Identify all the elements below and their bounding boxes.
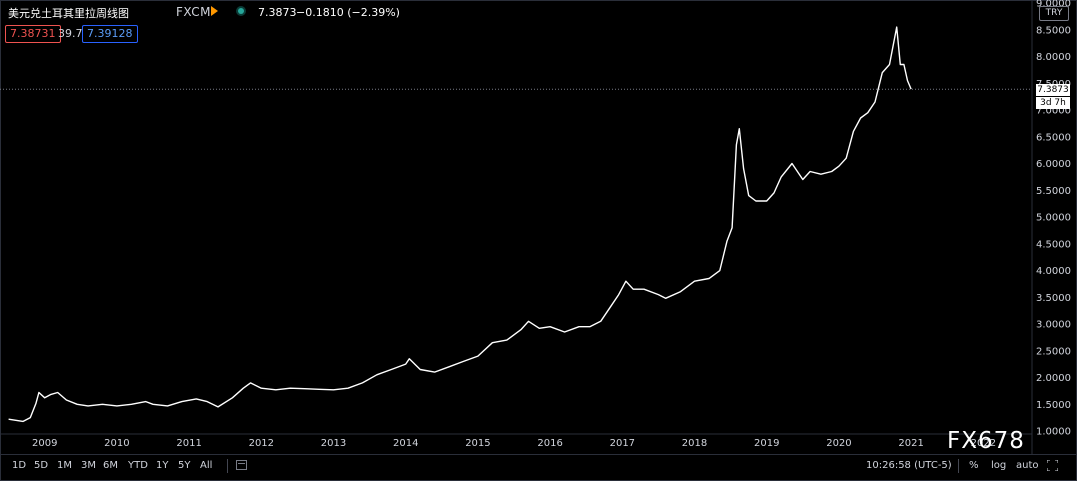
x-tick-label: 2022 [971,438,996,449]
x-tick-label: 2010 [104,438,129,449]
price-axis[interactable]: 1.0000 1.5000 2.0000 2.5000 3.0000 3.5000 4.00… [1036,0,1071,438]
flag-icon[interactable] [211,6,218,16]
currency-badge[interactable]: TRY [1039,6,1069,21]
timeframe-3m[interactable]: 3M [81,460,96,471]
last-price-label: 7.3873 [1036,84,1070,96]
y-tick-label: 9.0000 [1036,0,1071,10]
y-tick-label: 6.0000 [1036,159,1071,170]
header-price: 7.3873 [258,6,297,19]
series-line-usdtry [8,26,912,423]
sell-button[interactable]: 7.38731 [5,25,61,43]
y-tick-label: 8.5000 [1036,25,1071,36]
x-tick-label: 2021 [898,438,923,449]
header-change: −0.1810 (−2.39%) [296,6,400,19]
x-tick-label: 2020 [826,438,851,449]
x-tick-label: 2017 [610,438,635,449]
x-tick-label: 2014 [393,438,418,449]
y-tick-label: 5.5000 [1036,186,1071,197]
x-tick-label: 2015 [465,438,490,449]
clock-time[interactable]: 10:26:58 (UTC-5) [866,460,952,471]
y-tick-label: 7.0000 [1036,106,1071,117]
y-tick-label: 3.5000 [1036,293,1071,304]
y-tick-label: 3.0000 [1036,320,1071,331]
fullscreen-icon[interactable] [1047,460,1058,471]
x-tick-label: 2011 [176,438,201,449]
y-tick-label: 2.5000 [1036,346,1071,357]
x-tick-label: 2018 [682,438,707,449]
bottom-toolbar [0,454,1077,481]
timeframe-6m[interactable]: 6M [103,460,118,471]
live-dot-icon [238,8,244,14]
x-tick-label: 2013 [321,438,346,449]
watermark-logo: FX678 [947,428,1025,454]
y-tick-label: 4.0000 [1036,266,1071,277]
bar-countdown-label: 3d 7h [1036,97,1070,109]
toolbar-divider [227,459,228,473]
y-tick-label: 4.5000 [1036,239,1071,250]
timeframe-1d[interactable]: 1D [12,460,27,471]
y-tick-label: 5.0000 [1036,213,1071,224]
buy-button[interactable]: 7.39128 [82,25,138,43]
y-tick-label: 2.0000 [1036,373,1071,384]
timeframe-5d[interactable]: 5D [34,460,49,471]
timeframe-1m[interactable]: 1M [57,460,72,471]
calendar-icon[interactable] [236,460,247,470]
y-tick-label: 8.0000 [1036,52,1071,63]
x-tick-label: 2012 [249,438,274,449]
timeframe-5y[interactable]: 5Y [178,460,191,471]
timeframe-all[interactable]: All [200,460,213,471]
y-tick-label: 6.5000 [1036,132,1071,143]
timeframe-1y[interactable]: 1Y [156,460,169,471]
x-tick-label: 2019 [754,438,779,449]
log-scale-toggle[interactable]: log [991,460,1007,471]
y-tick-label: 1.0000 [1036,427,1071,438]
y-tick-label: 1.5000 [1036,400,1071,411]
x-tick-label: 2016 [537,438,562,449]
auto-scale-toggle[interactable]: auto [1016,460,1039,471]
x-tick-label: 2009 [32,438,57,449]
chart-title: 美元兑土耳其里拉周线图 [8,7,129,20]
data-source[interactable]: FXCM [176,5,211,19]
time-axis[interactable]: 2009 2010 2011 2012 2013 2014 2015 2016 2017 2018… [32,438,996,449]
percent-scale-toggle[interactable]: % [969,460,979,471]
timeframe-ytd[interactable]: YTD [128,460,148,471]
spread-value: 39.7 [58,27,83,40]
toolbar-divider [958,459,959,473]
